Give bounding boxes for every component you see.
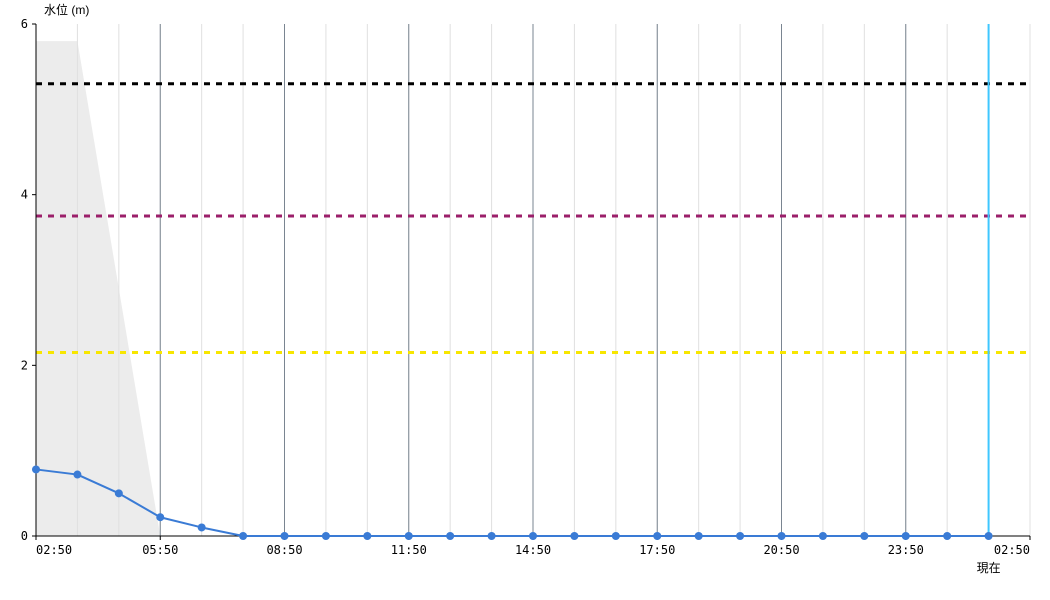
y-tick-label: 2 bbox=[21, 358, 28, 372]
series-marker bbox=[239, 532, 247, 540]
series-marker bbox=[322, 532, 330, 540]
series-marker bbox=[819, 532, 827, 540]
x-tick-label: 23:50 bbox=[888, 543, 924, 557]
x-tick-label: 02:50 bbox=[994, 543, 1030, 557]
water-level-chart: 0 2 4 6 水位 (m) 02:50 05:50 08:50 11:50 14:50 17:50… bbox=[0, 0, 1050, 600]
x-tick-label: 02:50 bbox=[36, 543, 72, 557]
series-marker bbox=[446, 532, 454, 540]
series-marker bbox=[902, 532, 910, 540]
x-tick-label: 20:50 bbox=[763, 543, 799, 557]
series-marker bbox=[653, 532, 661, 540]
series-marker bbox=[73, 471, 81, 479]
x-tick-label: 14:50 bbox=[515, 543, 551, 557]
x-tick-label: 11:50 bbox=[391, 543, 427, 557]
series-marker bbox=[115, 489, 123, 497]
y-axis-title: 水位 (m) bbox=[44, 2, 89, 17]
series-marker bbox=[156, 513, 164, 521]
series-marker bbox=[612, 532, 620, 540]
series-marker bbox=[860, 532, 868, 540]
series-marker bbox=[405, 532, 413, 540]
series-marker bbox=[198, 523, 206, 531]
x-tick-label: 17:50 bbox=[639, 543, 675, 557]
y-tick-label: 4 bbox=[21, 188, 28, 202]
series-marker bbox=[570, 532, 578, 540]
series-marker bbox=[943, 532, 951, 540]
series-marker bbox=[281, 532, 289, 540]
y-tick-label: 0 bbox=[21, 529, 28, 543]
series-marker bbox=[488, 532, 496, 540]
series-marker bbox=[363, 532, 371, 540]
series-marker bbox=[32, 465, 40, 473]
x-tick-label: 05:50 bbox=[142, 543, 178, 557]
series-marker bbox=[778, 532, 786, 540]
x-tick-label: 08:50 bbox=[266, 543, 302, 557]
current-label: 現在 bbox=[977, 561, 1001, 575]
series-marker bbox=[695, 532, 703, 540]
series-marker bbox=[985, 532, 993, 540]
chart-svg: 0 2 4 6 水位 (m) 02:50 05:50 08:50 11:50 14:50 17:50… bbox=[0, 0, 1050, 600]
y-tick-label: 6 bbox=[21, 17, 28, 31]
series-marker bbox=[529, 532, 537, 540]
series-marker bbox=[736, 532, 744, 540]
